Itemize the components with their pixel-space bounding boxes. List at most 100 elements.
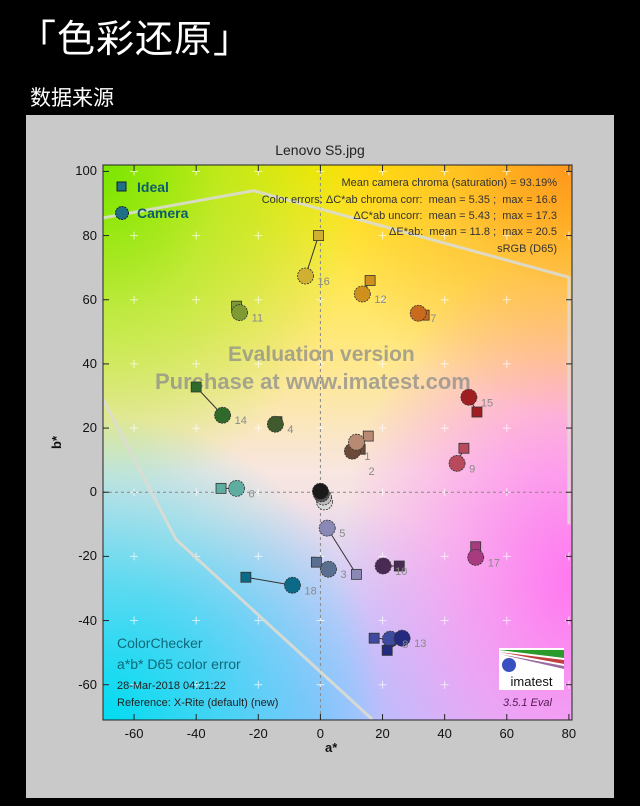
grid-mark [440, 295, 449, 304]
grid-mark [254, 424, 263, 433]
ideal-marker [393, 560, 405, 572]
ideal-marker [313, 230, 324, 241]
grid-mark [254, 616, 263, 625]
camera-marker [266, 415, 284, 433]
camera-marker [320, 560, 337, 578]
ideal-marker [368, 632, 380, 644]
ideal-marker [458, 442, 470, 454]
y-tick-label: 40 [82, 355, 97, 371]
camera-marker [409, 304, 427, 322]
annotation-date: 28-Mar-2018 04:21:22 [117, 680, 226, 692]
x-axis-label: a* [325, 740, 338, 755]
version-label: 3.5.1 Eval [503, 697, 552, 709]
patch-label: 13 [414, 638, 426, 650]
y-tick-label: 0 [89, 484, 97, 500]
patch-label: 5 [339, 528, 345, 540]
logo-graphic [499, 650, 564, 672]
grid-mark [192, 680, 201, 689]
grid-mark [192, 231, 201, 240]
grid-mark [378, 359, 387, 368]
y-tick-label: 20 [82, 420, 97, 436]
camera-marker [214, 406, 231, 424]
grid-mark [130, 359, 139, 368]
gamut-boundary-2 [101, 398, 374, 721]
x-tick-label: -60 [124, 726, 144, 741]
patch-label: 7 [430, 313, 436, 325]
gamut-boundary-1 [102, 189, 571, 525]
y-tick-label: 100 [75, 163, 97, 179]
patch-label: 10 [395, 566, 407, 578]
grid-mark [378, 295, 387, 304]
grid-mark [440, 616, 449, 625]
grid-mark [502, 231, 511, 240]
ideal-marker [240, 571, 252, 583]
grid-mark [130, 295, 139, 304]
error-line [326, 527, 357, 575]
grid-mark [254, 680, 263, 689]
x-tick-label: 40 [437, 726, 452, 741]
stat-line-1: Mean camera chroma (saturation) = 93.19% [341, 177, 557, 189]
x-tick-label: -40 [186, 726, 206, 741]
page-subtitle: 数据来源 [30, 86, 114, 110]
camera-marker [467, 548, 485, 566]
grid-mark [378, 231, 387, 240]
grid-mark [130, 552, 139, 561]
grid-mark [192, 424, 201, 433]
grid-mark [502, 552, 511, 561]
camera-marker [393, 629, 411, 647]
grid-mark [378, 424, 387, 433]
camera-marker [228, 479, 245, 497]
grid-mark [254, 231, 263, 240]
ideal-marker [351, 568, 362, 580]
patch-label: 4 [287, 424, 293, 436]
patch-label: 14 [235, 415, 247, 427]
camera-marker [353, 285, 371, 303]
patch-label: 16 [318, 276, 330, 288]
y-tick-label: -20 [78, 548, 97, 564]
patch-label: 12 [374, 294, 386, 306]
x-tick-label: 20 [375, 726, 390, 741]
camera-marker [231, 304, 249, 321]
patch-label: 9 [469, 463, 475, 475]
ideal-marker [381, 644, 393, 656]
grid-mark [502, 424, 511, 433]
patch-label: 17 [488, 557, 500, 569]
camera-marker [448, 454, 466, 472]
legend-camera: Camera [137, 205, 189, 221]
camera-marker [284, 576, 301, 594]
page-title: 「色彩还原」 [18, 17, 253, 61]
grid-mark [440, 424, 449, 433]
patch-label: 8 [402, 639, 408, 651]
ideal-marker [362, 430, 374, 442]
legend-ideal: Ideal [137, 179, 169, 195]
grid-mark [254, 552, 263, 561]
ideal-marker [310, 556, 322, 568]
grid-mark [130, 680, 139, 689]
logo-text: imatest [510, 674, 553, 689]
patch-label: 2 [368, 466, 374, 478]
y-tick-label: -40 [78, 612, 97, 628]
patch-label: 18 [304, 585, 316, 597]
grid-mark [440, 680, 449, 689]
camera-marker [374, 557, 392, 575]
grid-mark [502, 295, 511, 304]
grid-mark [440, 552, 449, 561]
grid-mark [502, 616, 511, 625]
legend-camera-marker [115, 206, 129, 220]
patch-label: 3 [340, 569, 346, 581]
grid-mark [440, 359, 449, 368]
y-tick-label: -60 [78, 676, 97, 692]
grid-mark [378, 680, 387, 689]
camera-marker [318, 519, 336, 537]
ideal-marker [190, 381, 202, 393]
x-tick-label: -20 [248, 726, 268, 741]
x-tick-label: 80 [561, 726, 577, 741]
annotation-subtitle: a*b* D65 color error [117, 656, 241, 672]
camera-marker [297, 267, 314, 285]
grid-mark [254, 295, 263, 304]
camera-marker [312, 482, 329, 500]
stat-line-5: sRGB (D65) [497, 243, 557, 255]
patch-label: 1 [364, 451, 370, 463]
ideal-marker [215, 482, 227, 494]
